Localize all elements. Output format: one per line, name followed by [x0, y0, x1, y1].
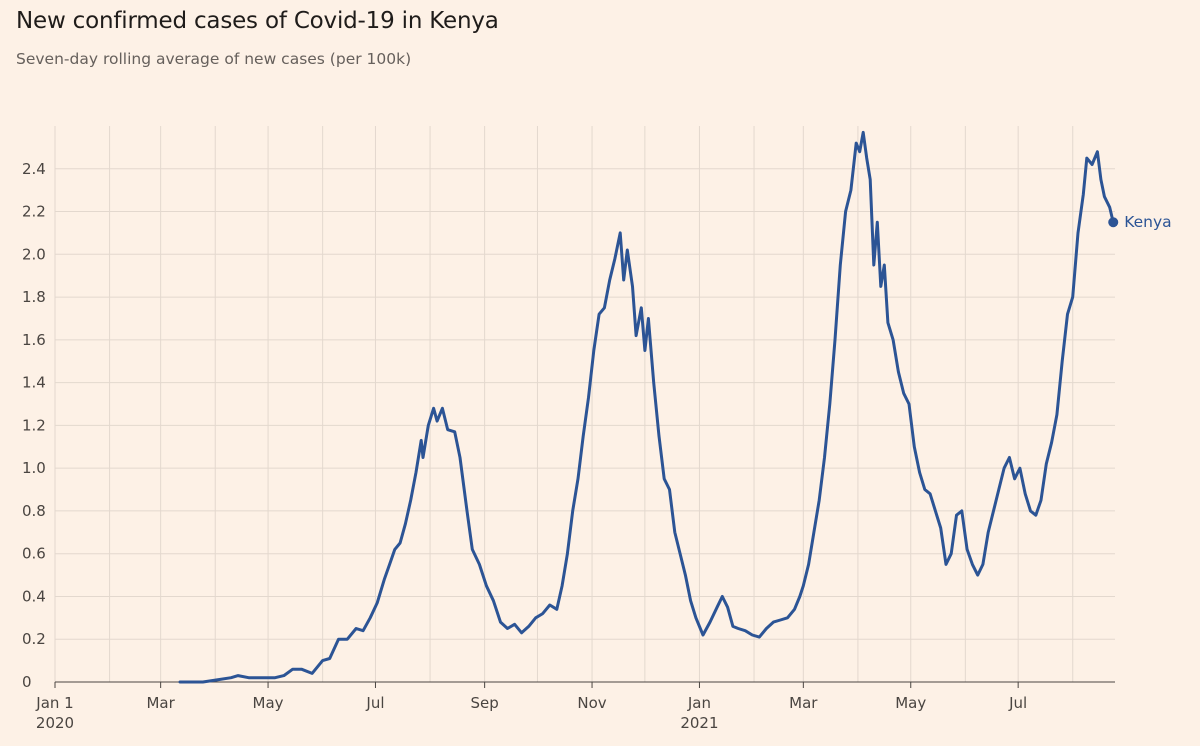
series-end-label: Kenya — [1124, 213, 1171, 231]
y-tick-label: 2.0 — [22, 245, 46, 263]
x-tick-label: May — [253, 694, 284, 712]
x-tick-label: Nov — [577, 694, 606, 712]
x-tick-label: Jan 1 — [35, 694, 73, 712]
y-tick-label: 0.2 — [22, 630, 46, 648]
x-tick-year-label: 2021 — [680, 714, 718, 732]
y-tick-label: 1.4 — [22, 374, 46, 392]
chart-title: New confirmed cases of Covid-19 in Kenya — [16, 8, 499, 34]
x-tick-label: May — [895, 694, 926, 712]
chart-subtitle: Seven-day rolling average of new cases (… — [16, 50, 412, 68]
y-tick-label: 1.6 — [22, 331, 46, 349]
x-tick-label: Mar — [789, 694, 818, 712]
y-tick-label: 2.4 — [22, 160, 46, 178]
y-tick-label: 2.2 — [22, 203, 46, 221]
x-tick-label: Jan — [687, 694, 711, 712]
x-tick-label: Jul — [1008, 694, 1027, 712]
series-line-kenya — [178, 130, 1115, 684]
x-tick-label: Jul — [365, 694, 384, 712]
x-tick-year-label: 2020 — [36, 714, 74, 732]
series-end-marker — [1108, 217, 1119, 228]
y-tick-label: 0.8 — [22, 502, 46, 520]
x-tick-label: Sep — [470, 694, 498, 712]
y-tick-label: 1.2 — [22, 416, 46, 434]
y-tick-label: 0.4 — [22, 587, 46, 605]
x-axis-labels: Jan 1 2020 Mar May Jul Sep Nov Jan 2021 Mar May Jul — [35, 682, 1027, 732]
y-tick-label: 1.8 — [22, 288, 46, 306]
y-tick-label: 0.6 — [22, 545, 46, 563]
x-tick-label: Mar — [146, 694, 175, 712]
y-gridlines — [55, 168, 1115, 640]
y-axis-labels: 0 0.2 0.4 0.6 0.8 1.0 1.2 1.4 1.6 1.8 2.0 2.2 2.4 — [22, 160, 46, 691]
series-group: Kenya — [178, 130, 1172, 684]
x-gridlines — [54, 126, 1074, 682]
y-tick-label: 1.0 — [22, 459, 46, 477]
y-tick-label: 0 — [22, 673, 32, 691]
